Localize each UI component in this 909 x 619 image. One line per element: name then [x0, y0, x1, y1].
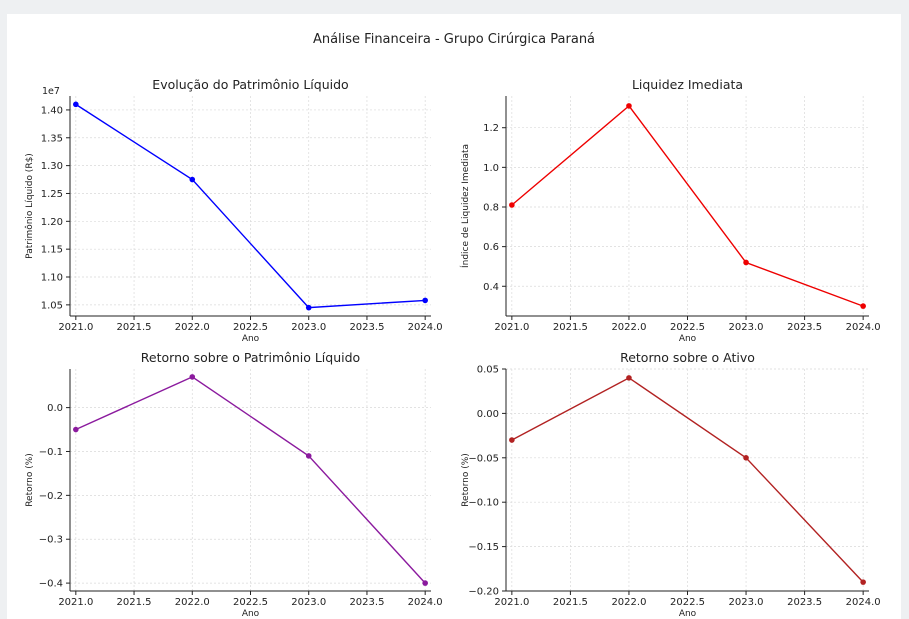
x-tick-label: 2024.0: [846, 322, 881, 333]
chart-1: 2021.0 2021.5 2022.0 2022.5 2023.0 2023.5 2024…: [24, 77, 443, 344]
y-tick-label: 1.15: [41, 245, 63, 256]
x-tick-label: 2022.5: [233, 322, 268, 333]
x-tick-label: 2024.0: [408, 597, 443, 608]
chart-4: 2021.0 2021.5 2022.0 2022.5 2023.0 2023.5 2024…: [461, 350, 881, 619]
y-tick-label: 0.00: [477, 409, 499, 420]
x-tick-label: 2021.5: [553, 597, 588, 608]
x-tick-label: 2022.5: [233, 597, 268, 608]
y-tick-label: 1.2: [483, 123, 499, 134]
x-axis-label: Ano: [679, 609, 697, 619]
chart-title: Retorno sobre o Patrimônio Líquido: [141, 350, 360, 365]
x-tick-label: 2021.0: [494, 597, 529, 608]
data-point: [626, 375, 632, 381]
x-tick-label: 2022.0: [611, 322, 646, 333]
y-tick-label: −0.3: [39, 535, 63, 546]
x-tick-label: 2021.0: [58, 597, 93, 608]
charts-canvas: 2021.0 2021.5 2022.0 2022.5 2023.0 2023.5 2024…: [24, 77, 881, 619]
x-tick-label: 2023.0: [291, 322, 326, 333]
y-axis-label: Índice de Liquidez Imediata: [459, 144, 471, 268]
y-tick-label: 1.10: [41, 273, 63, 284]
x-tick-label: 2023.0: [729, 322, 764, 333]
data-point: [626, 103, 632, 109]
data-point: [860, 579, 866, 585]
x-tick-label: 2021.0: [494, 322, 529, 333]
y-axis-label: Retorno (%): [461, 453, 471, 507]
x-tick-label: 2023.0: [291, 597, 326, 608]
chart-title: Evolução do Patrimônio Líquido: [152, 77, 348, 92]
figure: Análise Financeira - Grupo Cirúrgica Par…: [7, 14, 901, 619]
data-point: [743, 455, 749, 461]
y-axis-label: Patrimônio Líquido (R$): [24, 153, 35, 259]
data-point: [860, 303, 866, 309]
data-point: [189, 176, 196, 183]
y-tick-label: 0.4: [483, 282, 499, 293]
y-axis-label: Retorno (%): [25, 453, 35, 507]
x-tick-label: 2021.0: [58, 322, 93, 333]
y-tick-label: 1.05: [41, 300, 63, 311]
x-tick-label: 2022.0: [175, 322, 210, 333]
figure-title: Análise Financeira - Grupo Cirúrgica Par…: [312, 32, 596, 47]
x-tick-label: 2021.5: [117, 322, 152, 333]
y-tick-label: 0.0: [47, 403, 63, 414]
y-tick-label: 0.8: [483, 202, 499, 213]
x-tick-label: 2022.5: [670, 597, 705, 608]
x-tick-label: 2022.5: [670, 322, 705, 333]
y-tick-label: 1.40: [41, 105, 63, 116]
x-tick-label: 2022.0: [611, 597, 646, 608]
x-axis-label: Ano: [679, 334, 697, 344]
x-axis-label: Ano: [242, 609, 260, 619]
y-tick-label: 1.25: [41, 189, 63, 200]
data-point: [305, 453, 312, 459]
data-point: [509, 437, 515, 443]
x-tick-label: 2023.5: [349, 322, 384, 333]
y-tick-label: 0.6: [483, 242, 499, 253]
y-scale-offset-label: 1e7: [42, 86, 60, 97]
y-tick-label: −0.05: [468, 453, 499, 464]
data-point: [743, 259, 749, 266]
data-point: [305, 304, 312, 311]
x-axis-label: Ano: [242, 334, 260, 344]
y-tick-label: 1.35: [41, 133, 63, 144]
y-tick-label: −0.2: [39, 491, 63, 502]
chart-3: 2021.0 2021.5 2022.0 2022.5 2023.0 2023.5 2024…: [25, 350, 443, 619]
y-tick-label: −0.10: [468, 498, 499, 509]
x-tick-label: 2024.0: [846, 597, 881, 608]
y-tick-label: −0.4: [39, 579, 63, 590]
x-tick-label: 2023.0: [729, 597, 764, 608]
x-tick-label: 2023.5: [787, 597, 822, 608]
data-point: [509, 202, 515, 208]
chart-title: Liquidez Imediata: [632, 77, 743, 92]
x-tick-label: 2023.5: [349, 597, 384, 608]
y-tick-label: −0.20: [468, 587, 499, 598]
data-point: [189, 374, 196, 380]
chart-title: Retorno sobre o Ativo: [620, 350, 755, 365]
y-tick-label: −0.1: [39, 447, 63, 458]
x-tick-label: 2021.5: [553, 322, 588, 333]
y-tick-label: 1.0: [483, 163, 499, 174]
data-point: [422, 580, 428, 586]
y-tick-label: 0.05: [477, 365, 499, 376]
x-tick-label: 2023.5: [787, 322, 822, 333]
data-point: [422, 297, 428, 304]
y-tick-label: −0.15: [468, 542, 499, 553]
x-tick-label: 2024.0: [408, 322, 443, 333]
x-tick-label: 2021.5: [117, 597, 152, 608]
y-tick-label: 1.30: [41, 161, 63, 172]
x-tick-label: 2022.0: [175, 597, 210, 608]
series-line: [75, 376, 426, 584]
series-line: [511, 377, 864, 583]
series-line: [75, 103, 426, 309]
series-line: [511, 104, 864, 307]
y-tick-label: 1.20: [41, 217, 63, 228]
chart-2: 2021.0 2021.5 2022.0 2022.5 2023.0 2023.5 2024…: [459, 77, 881, 344]
data-point: [73, 426, 79, 433]
data-point: [73, 101, 79, 108]
